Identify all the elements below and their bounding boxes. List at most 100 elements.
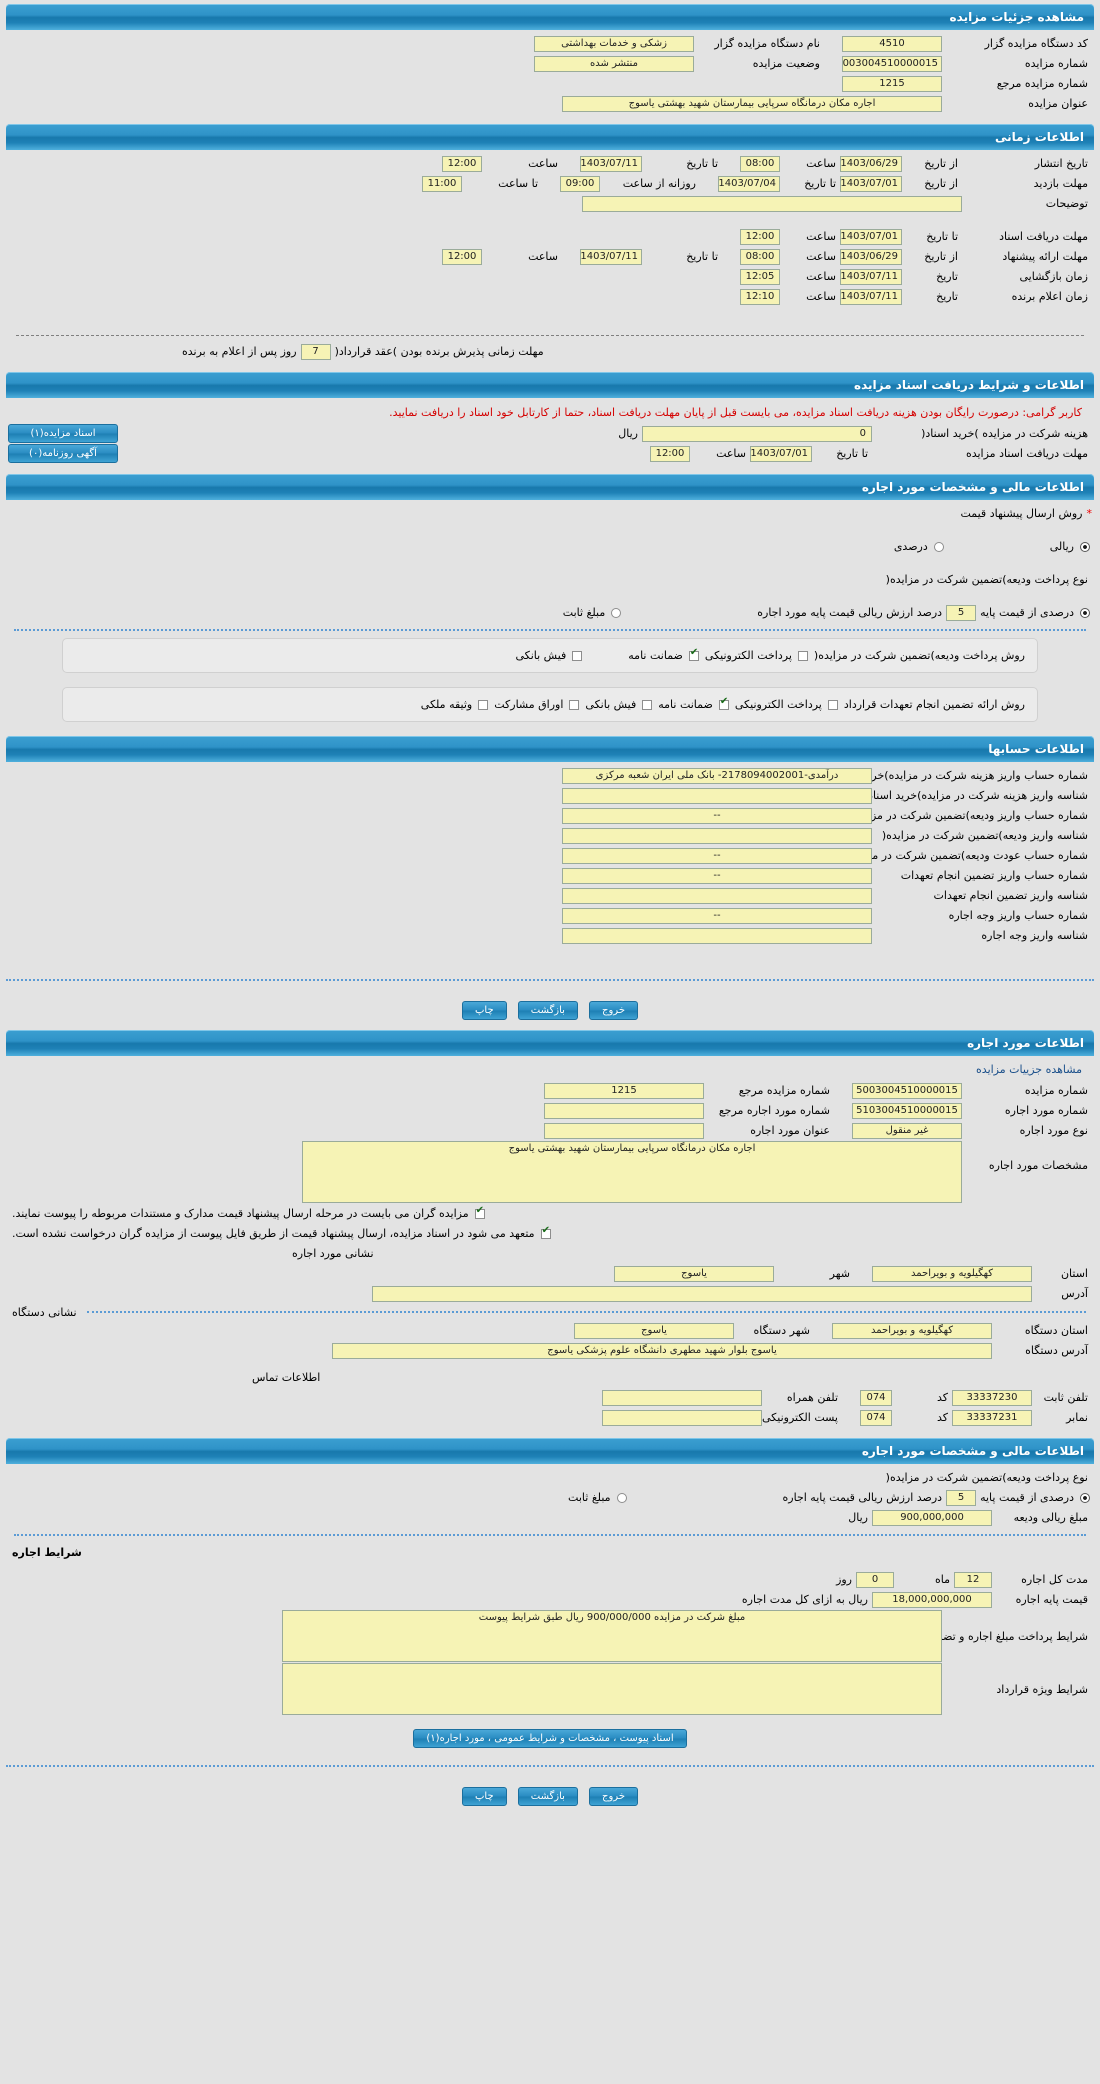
field-visit-daily-to[interactable]: 11:00 [422, 175, 462, 192]
financial-info-section: * روش ارسال پیشنهاد قیمت ریالی درصدی نوع… [0, 500, 1100, 732]
exit-button-bottom[interactable]: خروج [589, 1787, 638, 1806]
field-lease-ref-auction[interactable]: 1215 [544, 1082, 704, 1099]
field-lease-title[interactable] [544, 1122, 704, 1139]
field-visit-from-date[interactable]: 1403/07/01 [840, 175, 902, 192]
field-payment-terms[interactable]: مبلغ شرکت در مزایده 900/000/000 ریال طبق… [282, 1610, 942, 1662]
field-reference-number[interactable]: 1215 [842, 75, 942, 92]
view-auction-details-link[interactable]: مشاهده جزییات مزایده [976, 1063, 1082, 1076]
field-auction-number[interactable]: 5003004510000015 [842, 55, 942, 72]
field-doc-deadline-date[interactable]: 1403/07/01 [840, 228, 902, 245]
label-auction-number: شماره مزایده [1024, 57, 1088, 70]
field-account-deposit-refund[interactable]: -- [562, 847, 872, 864]
field-winner-hour[interactable]: 12:10 [740, 288, 780, 305]
field-auction-status[interactable]: منتشر شده [534, 55, 694, 72]
field-description[interactable] [582, 195, 962, 212]
field-opening-date[interactable]: 1403/07/11 [840, 268, 902, 285]
radio-fixed-amount[interactable] [611, 607, 622, 618]
auction-documents-button[interactable]: اسناد مزایده(۱) [8, 424, 118, 443]
field-publish-from-date[interactable]: 1403/06/29 [840, 155, 902, 172]
field-opening-hour[interactable]: 12:05 [740, 268, 780, 285]
checkbox2-property-collateral[interactable] [478, 699, 489, 710]
checkbox-guarantee-letter[interactable] [688, 648, 699, 661]
label-winner-time: زمان اعلام برنده [1011, 290, 1088, 303]
field-lease-ref-number[interactable] [544, 1102, 704, 1119]
label-deposit-amount-unit: ریال [848, 1511, 868, 1524]
print-button[interactable]: چاپ [462, 1001, 507, 1020]
field-org-name[interactable]: زشکی و خدمات بهداشتی [534, 35, 694, 52]
field-visit-to-date[interactable]: 1403/07/04 [718, 175, 780, 192]
field-org-city[interactable]: یاسوج [574, 1322, 734, 1339]
newspaper-ads-button[interactable]: آگهی روزنامه(۰) [8, 444, 118, 463]
checkbox2-bank-slip[interactable] [642, 699, 653, 710]
field-participation-fee[interactable]: 0 [642, 425, 872, 442]
field-account-purchase-id[interactable] [562, 787, 872, 804]
field-org-code[interactable]: 4510 [842, 35, 942, 52]
field-lease-type[interactable]: غیر منقول [852, 1122, 962, 1139]
field-winner-accept-days[interactable]: 7 [300, 343, 331, 360]
field-deposit-percent[interactable]: 5 [946, 604, 977, 621]
field-lease-city[interactable]: یاسوج [614, 1265, 774, 1282]
field-publish-hour[interactable]: 08:00 [740, 155, 780, 172]
field-lease-address[interactable] [372, 1285, 1032, 1302]
field-account-deposit-id[interactable] [562, 827, 872, 844]
radio-percent[interactable] [933, 541, 944, 552]
field-account-rent-number[interactable]: -- [562, 907, 872, 924]
label-option-percent: درصدی [893, 540, 928, 553]
checkbox-electronic-payment[interactable] [797, 650, 808, 661]
field-lease-province[interactable]: کهگیلویه و بویراحمد [872, 1265, 1032, 1282]
field-telephone[interactable]: 33337230 [952, 1389, 1032, 1406]
label-percent-suffix-2: درصد ارزش ریالی قیمت پایه اجاره [782, 1491, 943, 1504]
field-lease-months[interactable]: 12 [954, 1571, 992, 1588]
field-account-rent-id[interactable] [562, 927, 872, 944]
field-publish-to-date[interactable]: 1403/07/11 [580, 155, 642, 172]
label-base-price: قیمت پایه اجاره [1015, 1593, 1088, 1606]
field-offer-to-date[interactable]: 1403/07/11 [580, 248, 642, 265]
field-lease-number[interactable]: 5103004510000015 [852, 1102, 962, 1119]
field-document-deadline-hour[interactable]: 12:00 [650, 445, 690, 462]
field-offer-from-date[interactable]: 1403/06/29 [840, 248, 902, 265]
checkbox-no-file-offer[interactable] [540, 1226, 551, 1239]
field-visit-daily-from[interactable]: 09:00 [560, 175, 600, 192]
field-offer-from-hour[interactable]: 08:00 [740, 248, 780, 265]
field-account-obligation-number[interactable]: -- [562, 867, 872, 884]
back-button-bottom[interactable]: بازگشت [517, 1787, 578, 1806]
field-offer-to-hour[interactable]: 12:00 [442, 248, 482, 265]
radio-fixed-amount-2[interactable] [616, 1492, 627, 1503]
field-base-price[interactable]: 18,000,000,000 [872, 1591, 992, 1608]
checkbox2-guarantee-letter[interactable] [718, 697, 729, 710]
checkbox2-partnership-bonds[interactable] [569, 699, 580, 710]
field-telephone-code[interactable]: 074 [860, 1389, 892, 1406]
field-lease-specification[interactable]: اجاره مکان درمانگاه سرپایی بیمارستان شهی… [302, 1141, 962, 1203]
label-opening-time: زمان بازگشایی [1019, 270, 1089, 283]
back-button[interactable]: بازگشت [517, 1001, 578, 1020]
field-fax[interactable]: 33337231 [952, 1409, 1032, 1426]
field-email[interactable] [602, 1409, 762, 1426]
checkbox-attach-documents[interactable] [474, 1206, 485, 1219]
radio-percent-of-base-2[interactable] [1080, 1492, 1090, 1503]
field-lease-auction-number[interactable]: 5003004510000015 [852, 1082, 962, 1099]
field-deposit-percent-2[interactable]: 5 [946, 1489, 977, 1506]
field-lease-days[interactable]: 0 [856, 1571, 894, 1588]
label2-guarantee-letter: ضمانت نامه [658, 698, 713, 711]
field-publish-hour2[interactable]: 12:00 [442, 155, 482, 172]
field-org-address[interactable]: یاسوج بلوار شهید مطهری دانشگاه علوم پزشک… [332, 1342, 992, 1359]
checkbox-bank-slip[interactable] [572, 650, 583, 661]
checkbox2-electronic-payment[interactable] [827, 699, 838, 710]
field-org-province[interactable]: کهگیلویه و بویراحمد [832, 1322, 992, 1339]
field-account-purchase-number[interactable]: درآمدی-2178094002001- بانک ملی ایران شعب… [562, 767, 872, 784]
radio-rial[interactable] [1080, 541, 1090, 552]
field-deposit-amount[interactable]: 900,000,000 [872, 1509, 992, 1526]
field-special-terms[interactable] [282, 1663, 942, 1715]
field-fax-code[interactable]: 074 [860, 1409, 892, 1426]
field-auction-title[interactable]: اجاره مکان درمانگاه سرپایی بیمارستان شهی… [562, 95, 942, 112]
radio-percent-of-base[interactable] [1080, 607, 1090, 618]
attachments-documents-button[interactable]: اسناد پیوست ، مشخصات و شرایط عمومی ، مور… [413, 1729, 687, 1748]
field-account-obligation-id[interactable] [562, 887, 872, 904]
print-button-bottom[interactable]: چاپ [462, 1787, 507, 1806]
field-doc-deadline-hour[interactable]: 12:00 [740, 228, 780, 245]
field-document-deadline-date[interactable]: 1403/07/01 [750, 445, 812, 462]
field-account-deposit-number[interactable]: -- [562, 807, 872, 824]
exit-button[interactable]: خروج [589, 1001, 638, 1020]
field-winner-date[interactable]: 1403/07/11 [840, 288, 902, 305]
field-mobile[interactable] [602, 1389, 762, 1406]
